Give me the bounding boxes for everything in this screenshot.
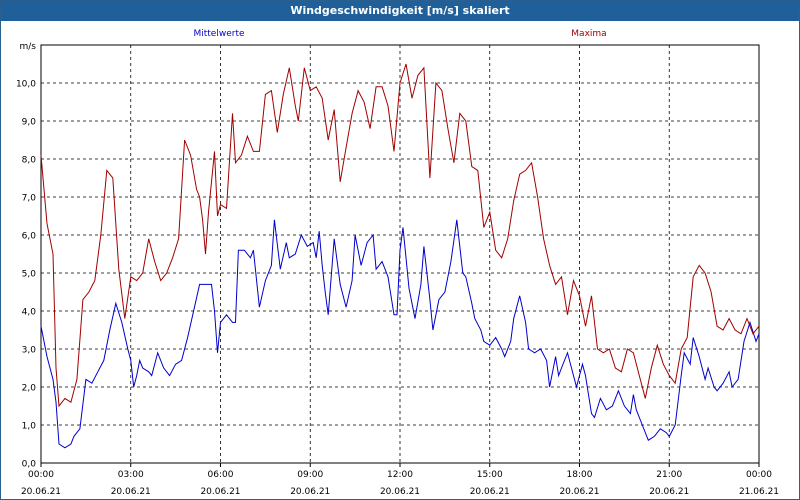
y-axis-unit: m/s [20,42,37,52]
y-tick-label: 7,0 [22,194,37,204]
y-tick-label: 4,0 [22,308,37,318]
series [40,63,760,449]
legend-maxima: Maxima [571,29,606,39]
y-tick-label: 0,0 [22,460,37,470]
x-tick-time: 03:00 [118,470,144,480]
x-tick-time: 21:00 [656,470,682,480]
legend-mittelwerte: Mittelwerte [193,29,244,39]
x-tick-date: 20.06.21 [111,487,151,497]
y-tick-label: 6,0 [22,232,37,242]
y-tick-label: 8,0 [22,156,37,166]
x-tick-date: 20.06.21 [649,487,689,497]
x-tick-time: 00:00 [746,470,772,480]
x-tick-date: 20.06.21 [290,487,330,497]
series-line-maxima [40,63,760,408]
y-tick-label: 1,0 [22,422,37,432]
y-tick-label: 10,0 [16,80,36,90]
x-tick-time: 00:00 [28,470,54,480]
window-title: Windgeschwindigkeit [m/s] skaliert [1,1,799,21]
x-tick-date: 20.06.21 [470,487,510,497]
x-tick-date: 20.06.21 [380,487,420,497]
x-tick-time: 09:00 [297,470,323,480]
x-tick-date: 21.06.21 [739,487,779,497]
y-tick-label: 9,0 [22,118,37,128]
y-tick-label: 5,0 [22,270,37,280]
x-tick-time: 18:00 [567,470,593,480]
x-tick-date: 20.06.21 [21,487,61,497]
x-tick-date: 20.06.21 [200,487,240,497]
x-tick-time: 12:00 [387,470,413,480]
series-line-mittelwerte [40,219,760,449]
x-tick-time: 06:00 [208,470,234,480]
axes: 0,0 1,0 2,0 3,0 4,0 5,0 6,0 7,0 8,0 9,0 10,0 m/s 00:… [16,42,779,497]
wind-speed-chart: 0,0 1,0 2,0 3,0 4,0 5,0 6,0 7,0 8,0 9,0 10,0 m/s 00:… [16,29,779,497]
legend: Mittelwerte Maxima [193,29,606,39]
x-tick-date: 20.06.21 [559,487,599,497]
y-tick-label: 2,0 [22,384,37,394]
x-tick-time: 15:00 [477,470,503,480]
y-tick-label: 3,0 [22,346,37,356]
